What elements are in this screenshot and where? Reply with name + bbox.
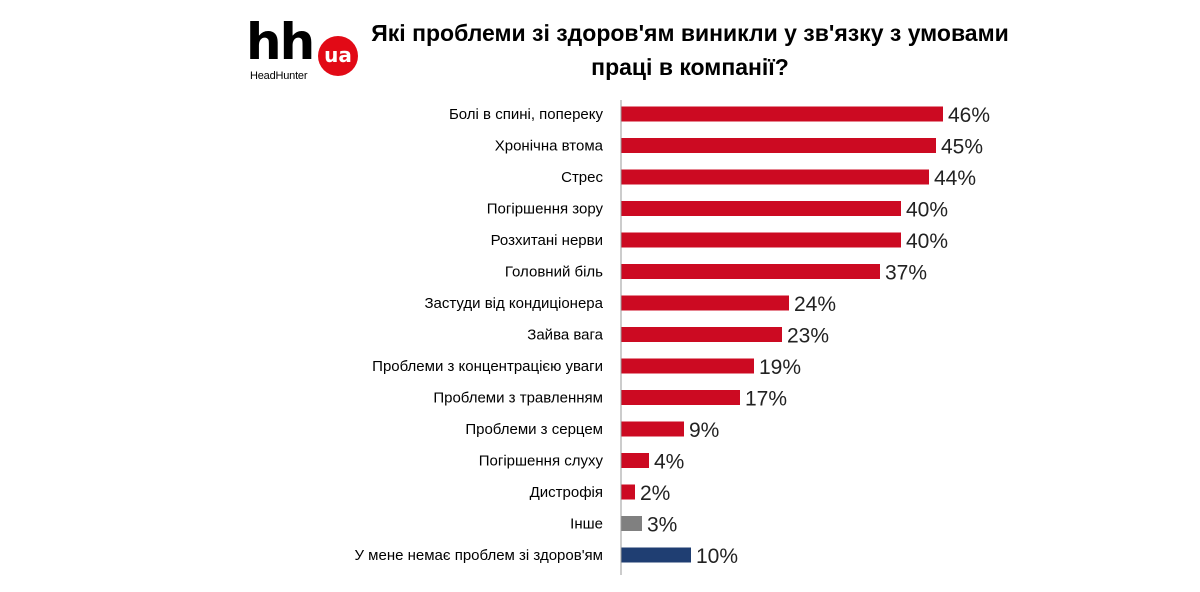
value-label-10: 9% <box>689 419 719 442</box>
category-label-1: Хронічна втома <box>495 138 604 155</box>
value-label-11: 4% <box>654 451 684 474</box>
value-label-5: 37% <box>885 262 927 285</box>
value-label-4: 40% <box>906 230 948 253</box>
category-label-0: Болі в спині, попереку <box>449 106 604 123</box>
category-label-14: У мене немає проблем зі здоров'ям <box>354 547 603 564</box>
bar-5 <box>621 264 880 279</box>
bar-1 <box>621 138 936 153</box>
bar-14 <box>621 547 691 563</box>
category-label-6: Застуди від кондиціонера <box>424 295 603 312</box>
bar-6 <box>621 295 789 311</box>
bar-10 <box>621 421 684 437</box>
bars-group <box>621 106 943 563</box>
value-label-12: 2% <box>640 482 670 505</box>
category-label-7: Зайва вага <box>527 327 603 344</box>
value-label-1: 45% <box>941 136 983 159</box>
bar-12 <box>621 484 635 500</box>
category-label-2: Стрес <box>561 169 603 186</box>
category-label-3: Погіршення зору <box>487 201 604 218</box>
bar-3 <box>621 201 901 216</box>
category-label-11: Погіршення слуху <box>479 453 604 470</box>
bar-11 <box>621 453 649 468</box>
category-label-10: Проблеми з серцем <box>465 421 603 438</box>
value-label-2: 44% <box>934 167 976 190</box>
bar-9 <box>621 390 740 405</box>
value-labels: 46% 45% 44% 40% 40% 37% 24% 23% 19% 17% 9%4% 2% 3% 10… <box>640 104 990 568</box>
category-label-4: Розхитані нерви <box>491 232 603 249</box>
chart-title: Які проблеми зі здоров'ям виникли у зв'я… <box>371 20 1009 80</box>
logo-mark: hh <box>246 13 315 71</box>
value-label-14: 10% <box>696 545 738 568</box>
category-label-8: Проблеми з концентрацією уваги <box>372 358 603 375</box>
headhunter-logo: hh ua HeadHunter <box>246 13 362 86</box>
category-labels: Болі в спині, попереку Хронічна втома Стре… <box>354 106 603 564</box>
bar-4 <box>621 232 901 248</box>
value-label-0: 46% <box>948 104 990 127</box>
logo-name: HeadHunter <box>250 70 308 82</box>
value-label-8: 19% <box>759 356 801 379</box>
logo-badge: ua <box>318 36 358 76</box>
category-label-13: Інше <box>570 516 603 533</box>
value-label-3: 40% <box>906 199 948 222</box>
value-label-6: 24% <box>794 293 836 316</box>
bar-0 <box>621 106 943 122</box>
value-label-9: 17% <box>745 388 787 411</box>
bar-7 <box>621 327 782 342</box>
category-label-9: Проблеми з травленням <box>433 390 603 407</box>
value-label-13: 3% <box>647 514 677 537</box>
bar-8 <box>621 358 754 374</box>
bar-13 <box>621 516 642 531</box>
category-label-12: Дистрофія <box>530 484 603 501</box>
bar-2 <box>621 169 929 185</box>
category-label-5: Головний біль <box>505 264 603 281</box>
value-label-7: 23% <box>787 325 829 348</box>
